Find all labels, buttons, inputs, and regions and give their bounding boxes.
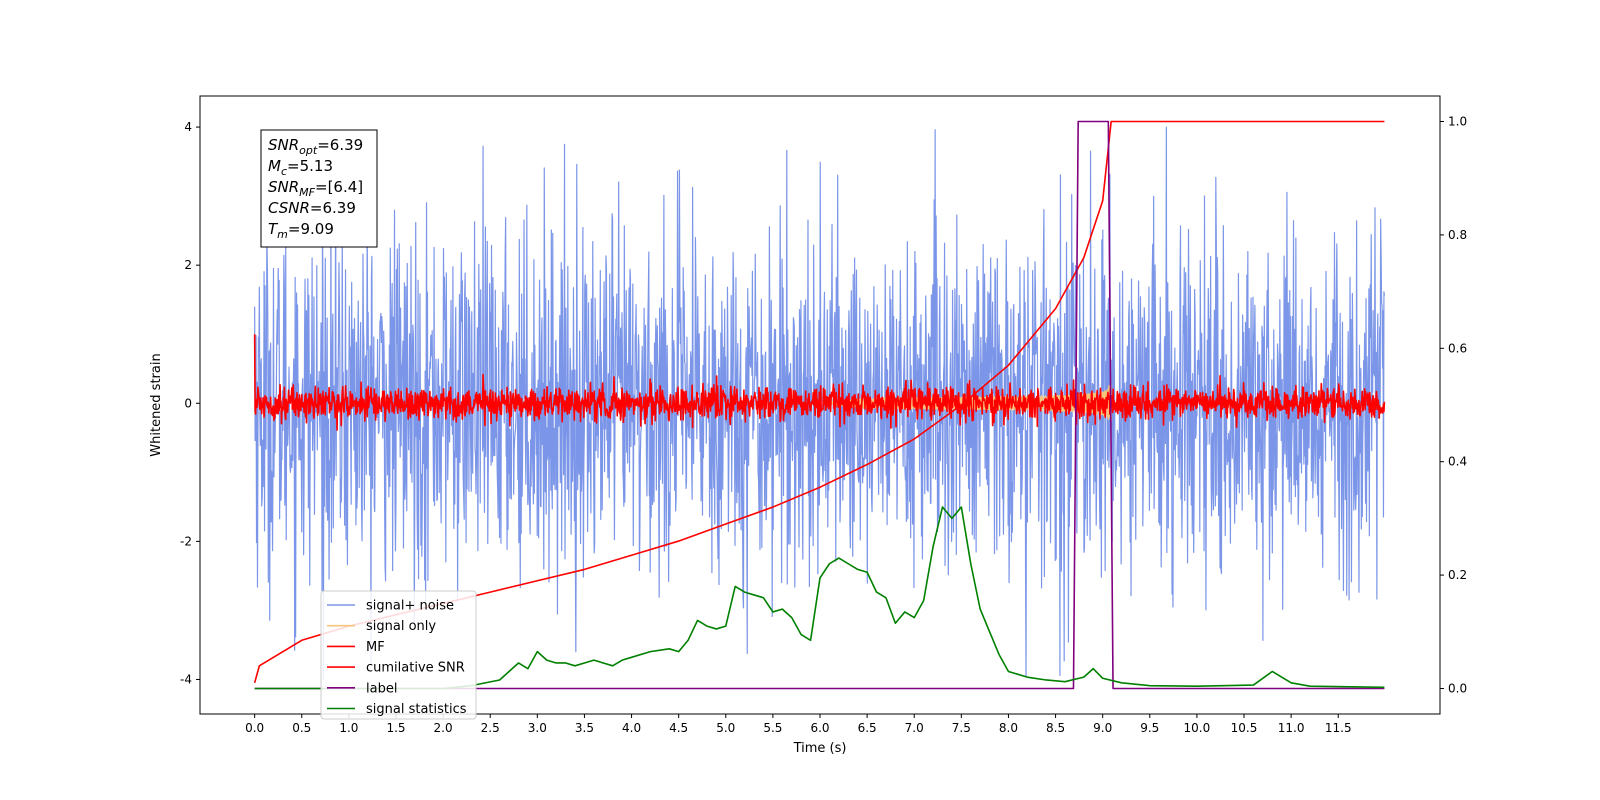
- x-tick-label: 7.5: [952, 721, 971, 735]
- annotation-line: SNRMF=[6.4]: [268, 178, 363, 199]
- y-axis-right: 0.0 0.2 0.4 0.6 0.8 1.0: [1440, 115, 1467, 695]
- series-signal-noise: [254, 126, 1386, 681]
- legend-label-cumilative-snr: cumilative SNR: [366, 661, 465, 676]
- x-tick-label: 1.5: [386, 721, 405, 735]
- y-axis-label: Whitened strain: [149, 353, 164, 456]
- y2-tick-label: 1.0: [1448, 115, 1467, 129]
- x-tick-label: 11.0: [1278, 721, 1305, 735]
- y-tick-label: 0: [184, 396, 192, 410]
- annotation-line: SNRopt=6.39: [268, 136, 363, 157]
- x-tick-label: 9.5: [1140, 721, 1159, 735]
- y2-tick-label: 0.4: [1448, 455, 1467, 469]
- x-tick-label: 0.5: [292, 721, 311, 735]
- y2-tick-label: 0.6: [1448, 341, 1467, 355]
- x-axis-label: Time (s): [793, 741, 847, 756]
- x-tick-label: 3.5: [575, 721, 594, 735]
- y-axis-left: -4 -2 0 2 4: [180, 120, 200, 686]
- legend-label-signal-only: signal only: [366, 619, 436, 634]
- y-tick-label: 4: [184, 120, 192, 134]
- legend-label-label: label: [366, 681, 397, 696]
- x-tick-label: 0.0: [245, 721, 264, 735]
- y2-tick-label: 0.2: [1448, 568, 1467, 582]
- x-tick-label: 10.5: [1231, 721, 1258, 735]
- x-tick-label: 9.0: [1093, 721, 1112, 735]
- x-tick-label: 10.0: [1184, 721, 1211, 735]
- legend-label-signal-statistics: signal statistics: [366, 702, 467, 717]
- y2-tick-label: 0.8: [1448, 228, 1467, 242]
- y-tick-label: 2: [184, 258, 192, 272]
- annotation-line: Mc=5.13: [268, 157, 333, 178]
- y2-tick-label: 0.0: [1448, 681, 1467, 695]
- x-axis: 0.0 0.5 1.0 1.5 2.0 2.5 3.0 3.5 4.0 4.5 5.0 5.5 6.0 6…: [245, 714, 1352, 735]
- x-tick-label: 5.5: [763, 721, 782, 735]
- y-tick-label: -4: [180, 672, 192, 686]
- annotation-line: Tm=9.09: [268, 220, 334, 241]
- x-tick-label: 8.0: [999, 721, 1018, 735]
- x-tick-label: 4.0: [622, 721, 641, 735]
- series-label: [254, 120, 1385, 690]
- legend-label-mf: MF: [366, 640, 385, 655]
- x-tick-label: 8.5: [1046, 721, 1065, 735]
- annotation-line: CSNR=6.39: [268, 199, 356, 217]
- x-tick-label: 6.5: [858, 721, 877, 735]
- series-signal-statistics: [254, 506, 1385, 690]
- x-tick-label: 4.5: [669, 721, 688, 735]
- series-mf: [253, 334, 1386, 431]
- x-tick-label: 11.5: [1325, 721, 1352, 735]
- legend-label-signal-noise: signal+ noise: [366, 599, 454, 614]
- legend: signal+ noise signal only MF cumilative SNR…: [320, 590, 477, 720]
- x-tick-label: 1.0: [339, 721, 358, 735]
- x-tick-label: 2.0: [434, 721, 453, 735]
- x-tick-label: 6.0: [810, 721, 829, 735]
- x-tick-label: 7.0: [905, 721, 924, 735]
- x-tick-label: 5.0: [716, 721, 735, 735]
- y-tick-label: -2: [180, 534, 192, 548]
- x-tick-label: 3.0: [528, 721, 547, 735]
- x-tick-label: 2.5: [481, 721, 500, 735]
